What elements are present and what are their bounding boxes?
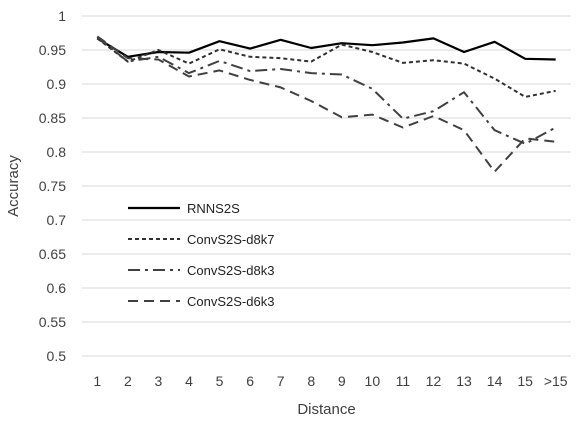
x-tick-label: 9 <box>338 373 346 389</box>
series-line-convs2s-d6k3 <box>96 35 556 173</box>
y-tick-label: 0.6 <box>47 280 67 296</box>
x-tick-label: 12 <box>426 373 442 389</box>
x-axis-ticks: 1 2 3 4 5 6 7 8 9 10 11 12 13 14 15 >15 <box>93 373 567 389</box>
series-line-convs2s-d8k3 <box>96 36 557 145</box>
y-tick-label: 0.7 <box>47 212 67 228</box>
x-tick-label: 2 <box>124 373 132 389</box>
y-axis-title: Accuracy <box>5 155 22 217</box>
y-tick-label: 0.55 <box>39 314 66 330</box>
x-tick-label: 14 <box>487 373 503 389</box>
gridlines <box>82 15 571 357</box>
x-tick-label: 8 <box>307 373 315 389</box>
y-tick-label: 1 <box>58 8 66 24</box>
x-tick-label: 4 <box>185 373 193 389</box>
series-line-convs2s-d8k7 <box>96 37 556 98</box>
legend-label: ConvS2S-d8k7 <box>187 232 274 247</box>
y-tick-label: 0.75 <box>39 178 66 194</box>
legend-label: RNNS2S <box>187 201 240 216</box>
legend: RNNS2S ConvS2S-d8k7 ConvS2S-d8k3 ConvS2S-d6… <box>128 201 274 309</box>
y-tick-label: 0.85 <box>39 110 66 126</box>
x-tick-label: 13 <box>456 373 472 389</box>
x-tick-label: 15 <box>517 373 533 389</box>
x-axis-title: Distance <box>297 401 355 418</box>
x-tick-label: 11 <box>396 373 411 389</box>
x-tick-label: 10 <box>365 373 381 389</box>
legend-label: ConvS2S-d6k3 <box>187 294 274 309</box>
y-tick-label: 0.8 <box>47 144 67 160</box>
y-tick-label: 0.65 <box>39 246 66 262</box>
y-axis-ticks: 0.5 0.55 0.6 0.65 0.7 0.75 0.8 0.85 0.9 0.95 1 <box>39 8 66 364</box>
y-tick-label: 0.5 <box>47 348 67 364</box>
x-tick-label: 3 <box>155 373 163 389</box>
y-tick-label: 0.95 <box>39 42 66 58</box>
series-line-rnns2s <box>96 37 556 61</box>
x-tick-label: 7 <box>277 373 285 389</box>
series-lines <box>96 35 557 173</box>
x-tick-label: 5 <box>216 373 224 389</box>
x-tick-label: >15 <box>544 373 568 389</box>
x-tick-label: 1 <box>93 373 101 389</box>
y-tick-label: 0.9 <box>47 76 67 92</box>
legend-label: ConvS2S-d8k3 <box>187 263 274 278</box>
x-tick-label: 6 <box>246 373 254 389</box>
